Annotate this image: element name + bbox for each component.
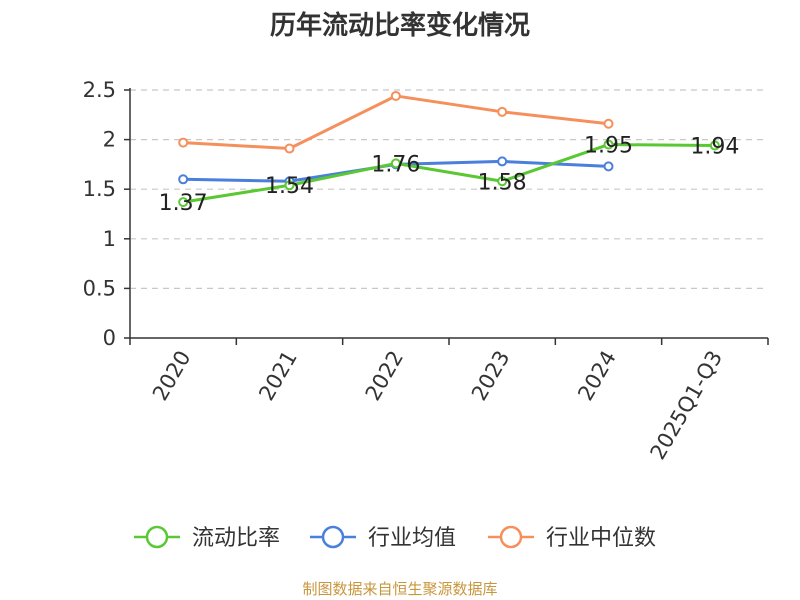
chart-title: 历年流动比率变化情况 [270, 10, 530, 41]
axes: 0 0.5 1 1.5 2 2.5 2020 2021 2022 2023 2024 2025Q1-Q… [83, 78, 769, 464]
y-tick-label: 0 [103, 326, 116, 350]
data-point [603, 118, 614, 129]
legend-item[interactable]: 流动比率 [134, 525, 280, 551]
y-tick-label: 0.5 [83, 276, 116, 300]
x-tick-label: 2020 [148, 347, 196, 405]
x-tick-label: 2023 [467, 346, 515, 404]
x-tick-label: 2022 [361, 347, 409, 405]
x-tick-label: 2025Q1-Q3 [646, 347, 728, 464]
y-tick-label: 1.5 [83, 177, 116, 201]
legend-marker [145, 525, 169, 549]
legend-label: 行业中位数 [546, 526, 656, 551]
data-point [497, 106, 508, 117]
data-point [709, 140, 720, 151]
legend-marker [321, 525, 345, 549]
data-labels: 1.37 1.54 1.76 1.58 1.95 1.94 [159, 134, 740, 217]
y-tick-label: 1 [103, 227, 116, 251]
legend-item[interactable]: 行业中位数 [488, 525, 656, 551]
legend-item[interactable]: 行业均值 [310, 525, 456, 551]
data-label: 1.58 [478, 170, 527, 195]
data-label: 1.37 [159, 191, 208, 216]
y-tick-label: 2 [103, 128, 116, 152]
data-label: 1.95 [584, 134, 633, 159]
data-point [603, 139, 614, 150]
data-point [390, 90, 401, 101]
legend[interactable]: 流动比率 行业均值 行业中位数 [134, 525, 656, 551]
data-label: 1.76 [371, 152, 420, 177]
series-line [183, 94, 609, 151]
source-note: 制图数据来自恒生聚源数据库 [302, 580, 497, 598]
data-point [497, 176, 508, 187]
data-label: 1.94 [690, 135, 739, 160]
data-point [178, 174, 189, 185]
x-tick-label: 2021 [254, 347, 302, 405]
grid [130, 89, 768, 289]
y-tick-label: 2.5 [83, 78, 116, 102]
legend-marker [499, 525, 523, 549]
series-layer [178, 90, 720, 208]
legend-label: 流动比率 [192, 526, 280, 551]
series-line [182, 143, 715, 204]
data-point [178, 137, 189, 148]
data-point [284, 143, 295, 154]
legend-label: 行业均值 [368, 526, 456, 551]
data-point [284, 180, 295, 191]
data-point [603, 161, 614, 172]
data-point [178, 197, 189, 208]
data-point [390, 158, 401, 169]
data-label: 1.54 [265, 174, 314, 199]
data-point [497, 156, 508, 167]
x-tick-label: 2024 [573, 347, 621, 405]
